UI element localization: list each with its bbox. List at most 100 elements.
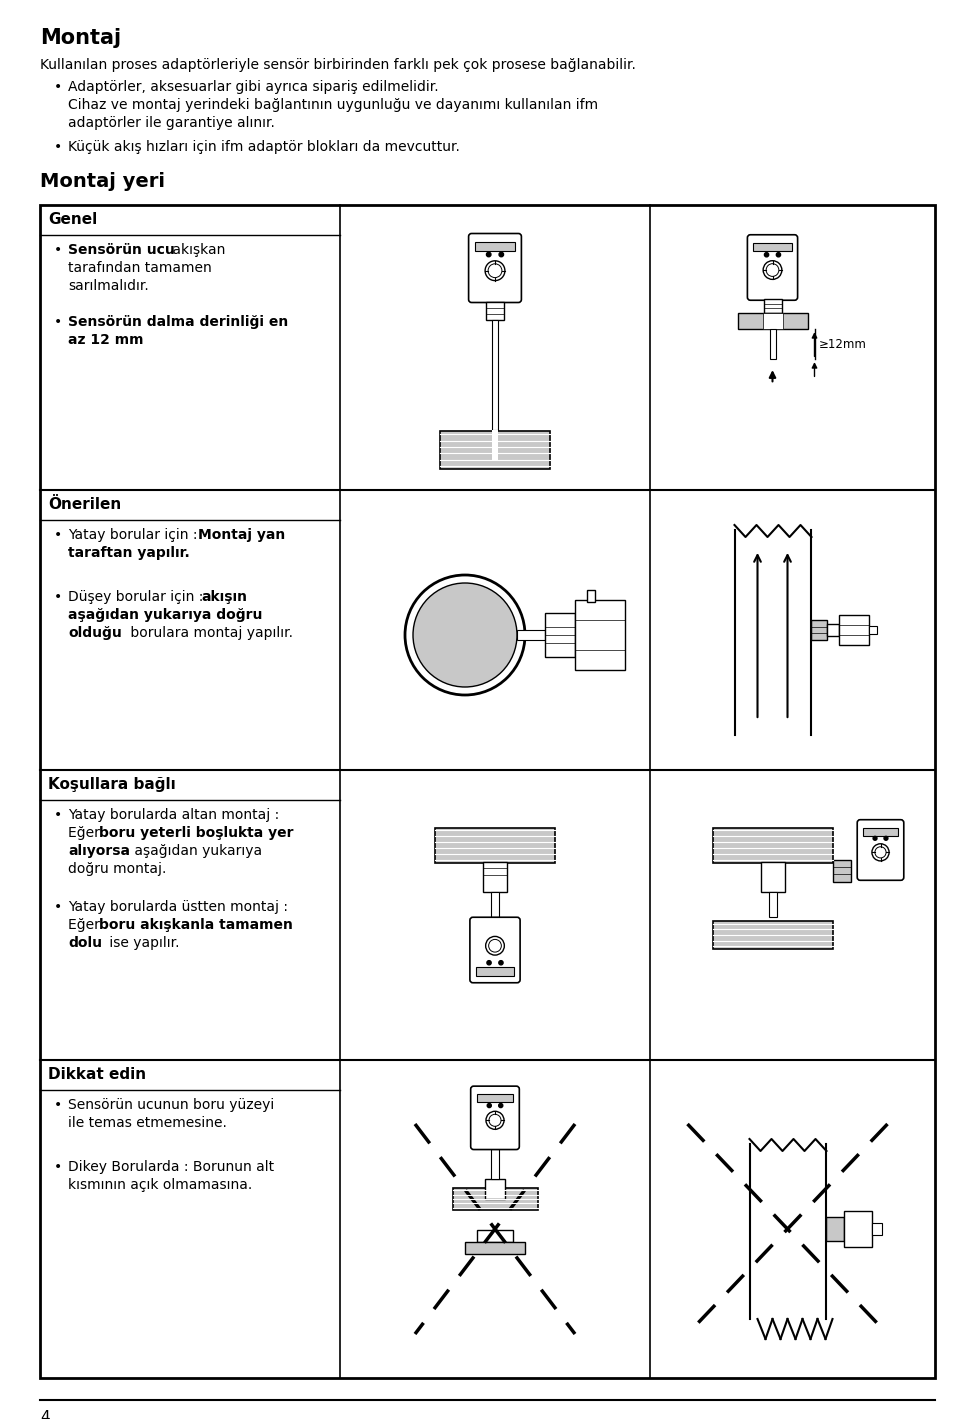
Bar (492, 430, 498, 460)
Bar (545, 613, 575, 657)
Bar (872, 1223, 881, 1235)
Text: az 12 mm: az 12 mm (68, 333, 143, 348)
Text: Eğer: Eğer (68, 918, 105, 932)
Circle shape (486, 937, 504, 955)
Bar (40, 204, 935, 1378)
Text: adaptörler ile garantiye alınır.: adaptörler ile garantiye alınır. (68, 116, 275, 131)
Text: dolu: dolu (68, 937, 102, 949)
Text: Yatay borular için :: Yatay borular için : (68, 528, 202, 542)
Text: Montaj yeri: Montaj yeri (40, 172, 165, 192)
Text: Koşullara bağlı: Koşullara bağlı (48, 778, 176, 792)
Bar (838, 614, 869, 646)
Text: Eğer: Eğer (68, 826, 105, 840)
Text: doğru montaj.: doğru montaj. (68, 861, 166, 876)
Circle shape (488, 1104, 492, 1108)
Circle shape (488, 264, 502, 278)
Bar (483, 861, 507, 893)
Circle shape (487, 253, 491, 257)
Text: aşağıdan yukarıya: aşağıdan yukarıya (130, 844, 262, 858)
Text: kısmının açık olmamasına.: kısmının açık olmamasına. (68, 1178, 252, 1192)
Text: Yatay borularda altan montaj :: Yatay borularda altan montaj : (68, 807, 279, 822)
Bar (769, 893, 777, 917)
Text: Önerilen: Önerilen (48, 497, 121, 512)
Text: •: • (54, 807, 62, 822)
Bar (485, 1179, 505, 1199)
Circle shape (763, 261, 781, 280)
Text: boru yeterli boşlukta yer: boru yeterli boşlukta yer (99, 826, 294, 840)
Text: taraftan yapılır.: taraftan yapılır. (68, 546, 190, 561)
Bar (760, 861, 784, 893)
Text: •: • (54, 1098, 62, 1112)
Text: ise yapılır.: ise yapılır. (105, 937, 180, 949)
Text: •: • (54, 79, 62, 94)
Bar (492, 319, 498, 430)
Text: •: • (54, 900, 62, 914)
Text: tarafından tamamen: tarafından tamamen (68, 261, 212, 275)
Text: •: • (54, 243, 62, 257)
Bar (737, 314, 807, 329)
Text: Kullanılan proses adaptörleriyle sensör birbirinden farklı pek çok prosese bağla: Kullanılan proses adaptörleriyle sensör … (40, 58, 636, 72)
Bar (826, 1218, 844, 1242)
Circle shape (405, 575, 525, 695)
Bar (762, 314, 782, 329)
Text: ≥12mm: ≥12mm (819, 338, 866, 350)
Text: boru akışkanla tamamen: boru akışkanla tamamen (99, 918, 293, 932)
Text: Sensörün dalma derinliği en: Sensörün dalma derinliği en (68, 315, 288, 329)
Bar (712, 921, 832, 949)
Text: olduğu: olduğu (68, 626, 122, 640)
Text: Sensörün ucu: Sensörün ucu (68, 243, 175, 257)
Bar (810, 620, 827, 640)
Circle shape (875, 847, 886, 858)
Circle shape (489, 1114, 501, 1127)
Text: sarılmalıdır.: sarılmalıdır. (68, 280, 149, 292)
Text: aşağıdan yukarıya doğru: aşağıdan yukarıya doğru (68, 607, 262, 622)
Text: Küçük akış hızları için ifm adaptör blokları da mevcuttur.: Küçük akış hızları için ifm adaptör blok… (68, 140, 460, 155)
Bar (869, 626, 876, 634)
Bar (452, 1188, 538, 1210)
Bar (477, 1230, 513, 1242)
Text: 4: 4 (40, 1410, 50, 1419)
Text: Montaj: Montaj (40, 28, 121, 48)
Bar (486, 301, 504, 319)
Text: •: • (54, 528, 62, 542)
FancyBboxPatch shape (469, 917, 520, 983)
Bar (474, 241, 516, 251)
Circle shape (766, 264, 779, 277)
Circle shape (884, 836, 888, 840)
Text: •: • (54, 315, 62, 329)
Text: •: • (54, 590, 62, 604)
Text: akışkan: akışkan (168, 243, 226, 257)
Bar (712, 827, 832, 863)
Bar (491, 1149, 499, 1179)
Bar (491, 893, 499, 917)
Text: Adaptörler, aksesuarlar gibi ayrıca sipariş edilmelidir.: Adaptörler, aksesuarlar gibi ayrıca sipa… (68, 79, 439, 94)
Bar (844, 1210, 872, 1247)
Text: Cihaz ve montaj yerindeki bağlantının uygunluğu ve dayanımı kullanılan ifm: Cihaz ve montaj yerindeki bağlantının uy… (68, 98, 598, 112)
Bar (517, 630, 545, 640)
Circle shape (486, 1111, 504, 1130)
Text: Dikkat edin: Dikkat edin (48, 1067, 146, 1083)
Bar (435, 827, 555, 863)
FancyBboxPatch shape (748, 234, 798, 301)
Circle shape (499, 961, 503, 965)
Bar (827, 624, 838, 636)
Bar (477, 1094, 514, 1103)
FancyBboxPatch shape (470, 1086, 519, 1149)
Circle shape (777, 253, 780, 257)
Text: akışın: akışın (201, 590, 247, 604)
Bar (440, 431, 550, 470)
Text: Genel: Genel (48, 211, 97, 227)
Circle shape (873, 836, 877, 840)
Text: borulara montaj yapılır.: borulara montaj yapılır. (126, 626, 293, 640)
Text: •: • (54, 140, 62, 155)
Bar (763, 299, 781, 314)
Text: Montaj yan: Montaj yan (198, 528, 285, 542)
Bar (476, 966, 515, 975)
FancyBboxPatch shape (857, 820, 903, 880)
Circle shape (489, 939, 501, 952)
Text: alıyorsa: alıyorsa (68, 844, 130, 858)
FancyBboxPatch shape (468, 234, 521, 302)
Text: Dikey Borularda : Borunun alt: Dikey Borularda : Borunun alt (68, 1159, 275, 1174)
Bar (587, 590, 595, 602)
Bar (465, 1242, 525, 1254)
